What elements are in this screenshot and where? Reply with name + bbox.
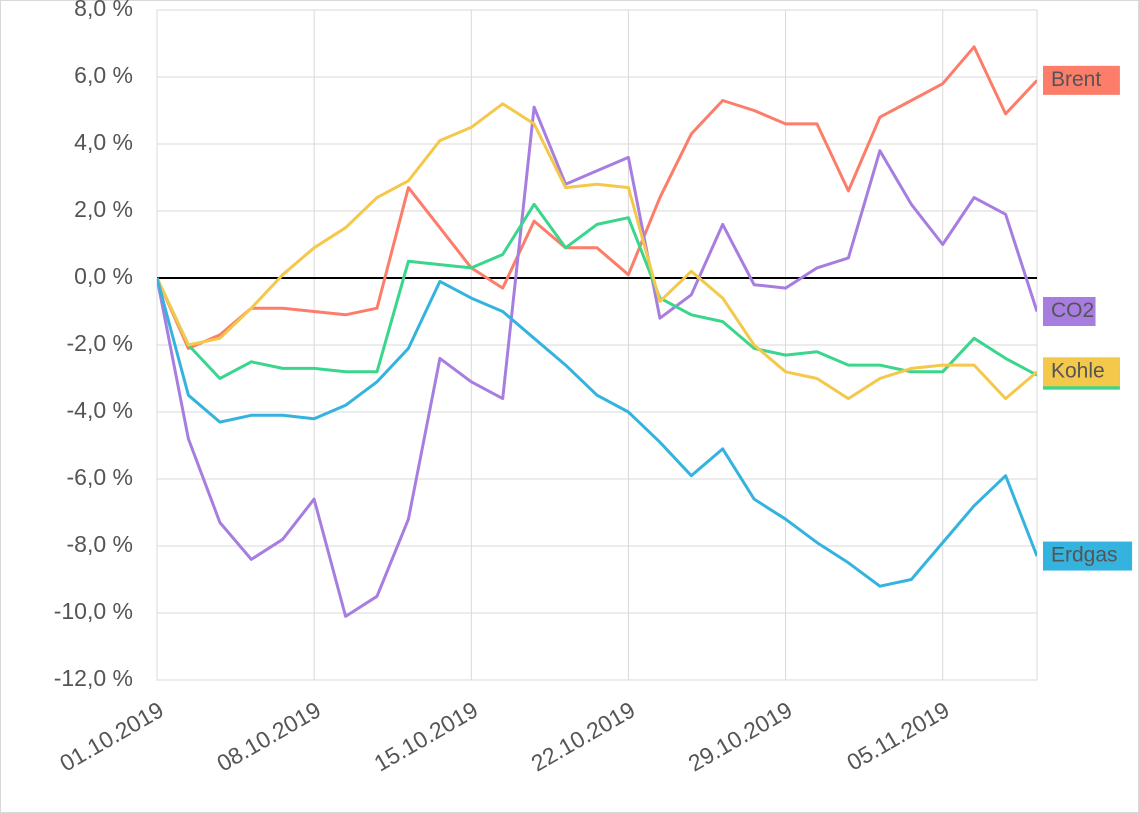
y-tick-label: 8,0 % — [74, 0, 133, 21]
y-tick-label: 4,0 % — [74, 129, 133, 155]
y-tick-label: 0,0 % — [74, 263, 133, 289]
x-tick-label: 08.10.2019 — [212, 696, 325, 776]
y-tick-label: 6,0 % — [74, 62, 133, 88]
y-tick-label: 2,0 % — [74, 196, 133, 222]
x-tick-label: 01.10.2019 — [55, 696, 168, 776]
price-change-chart: -12,0 % -10,0 % -8,0 % -6,0 % -4,0 % -2,0 % 0,… — [0, 0, 1139, 813]
x-tick-label: 05.11.2019 — [842, 696, 953, 775]
y-tick-label: -10,0 % — [54, 598, 133, 624]
legend-label-kohle: Kohle — [1051, 359, 1105, 382]
x-tick-label: 15.10.2019 — [369, 696, 482, 776]
series-line-kohle — [157, 104, 1037, 399]
y-tick-label: -2,0 % — [67, 330, 133, 356]
legend-label-co2: CO2 — [1051, 299, 1094, 322]
x-tick-label: 22.10.2019 — [527, 696, 640, 776]
series-line-erdgas — [157, 278, 1037, 586]
y-tick-label: -6,0 % — [67, 464, 133, 490]
series-line-strom — [157, 204, 1037, 378]
x-tick-label: 29.10.2019 — [684, 696, 797, 776]
chart-svg: -12,0 % -10,0 % -8,0 % -6,0 % -4,0 % -2,0 % 0,… — [0, 0, 1139, 813]
legend-label-erdgas: Erdgas — [1051, 544, 1118, 567]
y-tick-label: -12,0 % — [54, 665, 133, 691]
series-line-brent — [157, 47, 1037, 349]
legend-label-brent: Brent — [1051, 68, 1101, 91]
y-tick-label: -4,0 % — [67, 397, 133, 423]
y-tick-label: -8,0 % — [67, 531, 133, 557]
